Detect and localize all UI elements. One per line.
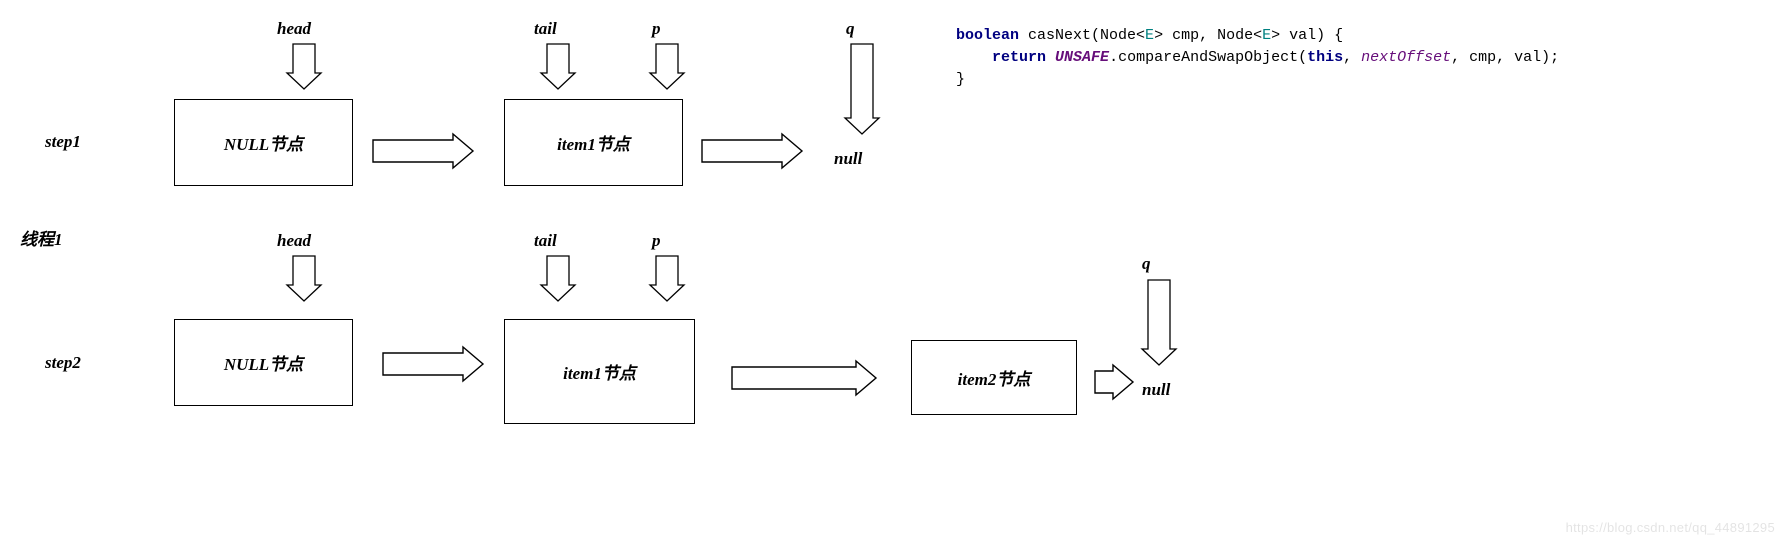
right-arrow-r00 xyxy=(373,134,473,168)
down-arrow-a_q2 xyxy=(1142,280,1176,365)
right-arrow-r11 xyxy=(732,361,876,395)
node-label: item1节点 xyxy=(563,359,636,384)
node-label: item1节点 xyxy=(557,130,630,155)
node-item1-step1: item1节点 xyxy=(504,99,683,186)
down-arrow-a_p2 xyxy=(650,256,684,301)
label-head-2: head xyxy=(277,231,311,251)
right-arrow-r12 xyxy=(1095,365,1133,399)
label-q-1: q xyxy=(846,19,855,39)
label-thread: 线程1 xyxy=(20,225,63,250)
watermark: https://blog.csdn.net/qq_44891295 xyxy=(1566,520,1775,535)
down-arrow-a_tail2 xyxy=(541,256,575,301)
label-p-2: p xyxy=(652,231,661,251)
label-p-1: p xyxy=(652,19,661,39)
label-tail-1: tail xyxy=(534,19,557,39)
node-null-step1: NULL节点 xyxy=(174,99,353,186)
label-step1: step1 xyxy=(45,132,81,152)
code-snippet: boolean casNext(Node<E> cmp, Node<E> val… xyxy=(956,25,1559,91)
down-arrow-a_head2 xyxy=(287,256,321,301)
diagram-canvas: 线程1 step1 step2 head tail p q head tail … xyxy=(0,0,1781,539)
null-step1: null xyxy=(834,149,862,169)
node-label: NULL节点 xyxy=(224,130,303,155)
down-arrow-a_head1 xyxy=(287,44,321,89)
null-step2: null xyxy=(1142,380,1170,400)
down-arrow-a_q1 xyxy=(845,44,879,134)
node-item2-step2: item2节点 xyxy=(911,340,1077,415)
node-label: NULL节点 xyxy=(224,350,303,375)
label-tail-2: tail xyxy=(534,231,557,251)
label-q-2: q xyxy=(1142,254,1151,274)
label-head-1: head xyxy=(277,19,311,39)
down-arrow-a_p1 xyxy=(650,44,684,89)
right-arrow-r01 xyxy=(702,134,802,168)
node-null-step2: NULL节点 xyxy=(174,319,353,406)
node-label: item2节点 xyxy=(958,365,1031,390)
down-arrow-a_tail1 xyxy=(541,44,575,89)
right-arrow-r10 xyxy=(383,347,483,381)
label-step2: step2 xyxy=(45,353,81,373)
node-item1-step2: item1节点 xyxy=(504,319,695,424)
